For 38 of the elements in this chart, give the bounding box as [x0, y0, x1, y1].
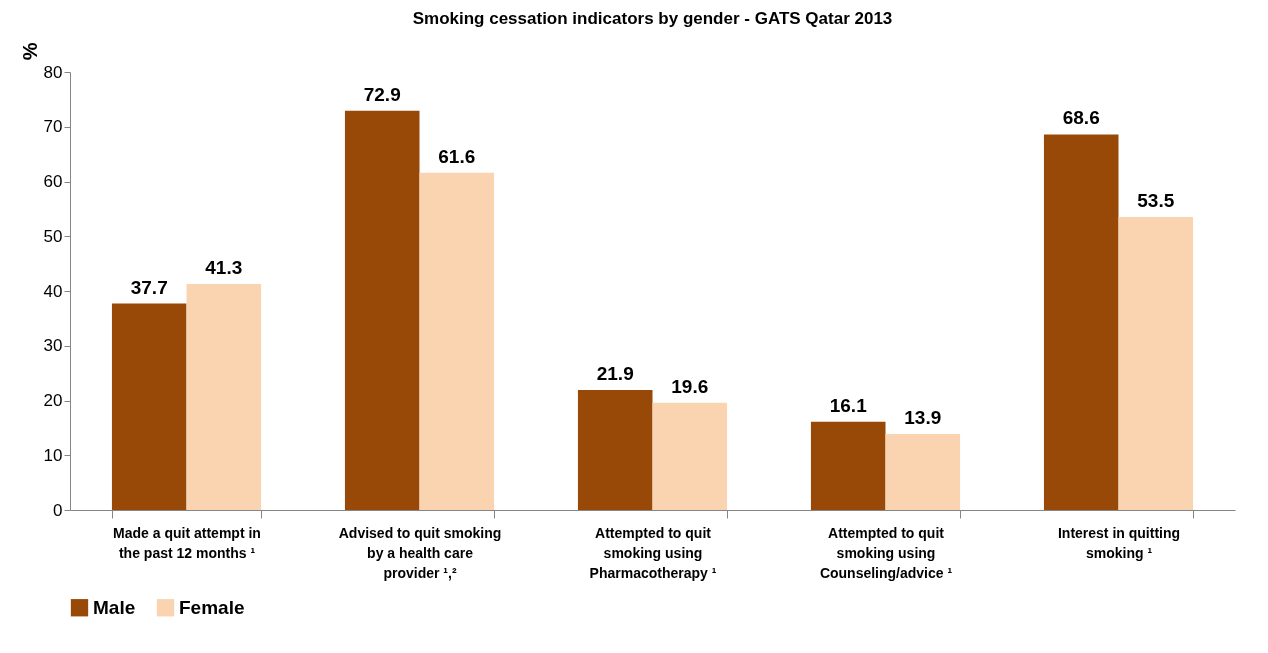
y-tick-label: 50: [43, 226, 63, 246]
bar: [885, 433, 961, 510]
bar: [1043, 134, 1119, 510]
bar: [344, 110, 420, 510]
bar: [111, 303, 187, 510]
data-label: 61.6: [438, 145, 476, 167]
y-tick-label: 80: [43, 62, 63, 82]
data-label: 13.9: [904, 406, 942, 428]
bar: [577, 390, 653, 510]
data-label: 37.7: [130, 276, 168, 298]
chart-title: Smoking cessation indicators by gender - GATS Qatar 2013: [412, 9, 893, 28]
data-label: 72.9: [363, 83, 401, 105]
y-tick-label: 40: [43, 281, 63, 301]
data-label: 53.5: [1137, 190, 1175, 212]
x-tick-label: Made a quit attempt in the past 12 months ¹: [113, 524, 261, 561]
y-tick-label: 30: [43, 336, 63, 356]
x-tick-label: Advised to quit smoking by a health care provider ¹,²: [338, 524, 502, 581]
y-tick-label: 0: [53, 500, 63, 520]
x-tick-label: Attempted to quit smoking using Counseling/advice ¹: [819, 524, 953, 581]
x-tick-label: Interest in quitting smoking ¹: [1057, 524, 1181, 561]
y-tick-label: 10: [43, 445, 63, 465]
data-label: 19.6: [671, 375, 709, 397]
y-tick-label: 70: [43, 117, 63, 137]
data-label: 16.1: [829, 394, 868, 416]
data-label: 41.3: [205, 256, 243, 278]
y-axis-title: %: [18, 42, 41, 61]
legend-label: Female: [179, 596, 245, 618]
bar: [1118, 217, 1194, 510]
bar: [186, 283, 262, 510]
y-tick-label: 60: [43, 172, 63, 191]
x-tick-label: Attempted to quit smoking using Pharmacotherapy ¹: [589, 524, 717, 581]
bar: [810, 421, 886, 510]
data-label: 68.6: [1062, 107, 1100, 129]
bar: [419, 172, 495, 510]
legend-label: Male: [93, 596, 136, 618]
y-tick-label: 20: [43, 391, 63, 410]
bar: [652, 402, 728, 510]
data-label: 21.9: [596, 363, 634, 385]
